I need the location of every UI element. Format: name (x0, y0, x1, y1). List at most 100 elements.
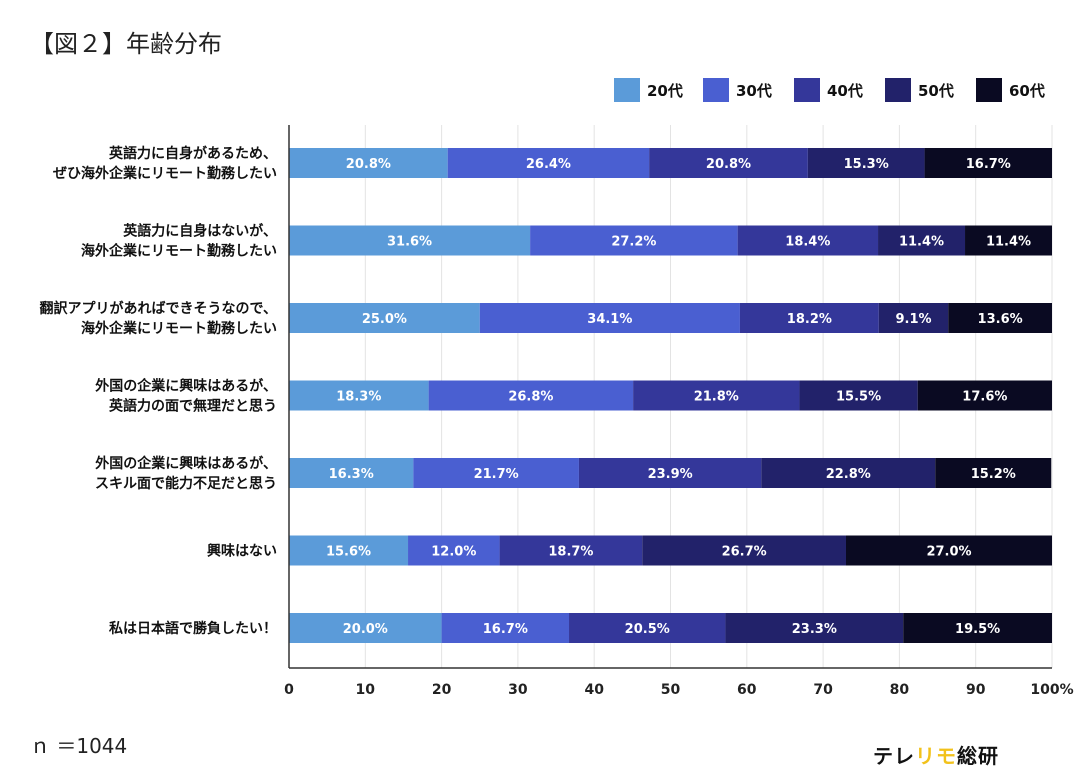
bar-segment (408, 535, 500, 566)
bar-value-label: 26.8% (508, 390, 553, 405)
x-tick-label: 50 (661, 682, 681, 698)
bar-value-label: 15.5% (836, 390, 881, 405)
category-label: 英語力に自身があるため、 (108, 145, 277, 162)
bar-segment (289, 148, 448, 178)
brand-part-1: テレ (873, 744, 915, 768)
bar-value-label: 18.4% (785, 235, 830, 250)
bar-segment (924, 148, 1052, 178)
bar-segment (447, 148, 650, 178)
bar-value-label: 18.3% (336, 390, 381, 405)
bar-segment (289, 458, 414, 488)
bar-segment (530, 225, 738, 256)
bar-value-label: 12.0% (431, 545, 476, 560)
x-tick-label: 0 (284, 682, 294, 698)
bar-value-label: 22.8% (826, 467, 871, 482)
brand-logo: テレリモ総研 (873, 740, 999, 769)
legend-label: 50代 (918, 82, 954, 100)
bar-segment (578, 458, 762, 488)
category-label: 翻訳アプリがあればできそうなので、 (40, 300, 277, 317)
bar-segment (289, 380, 429, 411)
bar-value-label: 18.7% (548, 545, 593, 560)
bar-value-label: 26.7% (722, 545, 767, 560)
bar-segment (413, 458, 579, 488)
bar-value-label: 31.6% (387, 235, 432, 250)
bar-value-label: 34.1% (587, 312, 632, 327)
bar-segment (807, 148, 925, 178)
bar-segment (649, 148, 808, 178)
bar-value-label: 17.6% (962, 390, 1007, 405)
bar-value-label: 27.0% (926, 545, 971, 560)
bars: 20.8% 26.4% 20.8% 15.3% 16.7% 31.6% 27.2% 18.4%… (289, 148, 1052, 643)
bar-value-label: 11.4% (899, 235, 944, 250)
legend-swatch (976, 78, 1002, 102)
bar-value-label: 11.4% (986, 235, 1031, 250)
bar-value-label: 26.4% (526, 157, 571, 172)
brand-part-2: リモ (915, 744, 957, 768)
bar-segment (289, 225, 531, 256)
bar-segment (289, 303, 480, 333)
legend-label: 40代 (827, 82, 863, 100)
category-label: 海外企業にリモート勤務したい (81, 243, 277, 260)
legend: 20代 30代 40代 50代 60代 (614, 78, 1045, 102)
x-tick-label: 100% (1030, 682, 1073, 698)
x-tick-label: 70 (813, 682, 833, 698)
legend-swatch (703, 78, 729, 102)
x-tick-label: 30 (508, 682, 528, 698)
bar-segment (903, 613, 1052, 643)
bar-value-label: 25.0% (362, 312, 407, 327)
axes: 0 10 20 30 40 50 60 70 80 90 100% (284, 125, 1074, 698)
category-labels: 英語力に自身があるため、ぜひ海外企業にリモート勤務したい英語力に自身はないが、海… (40, 145, 277, 637)
category-label: スキル面で能力不足だと思う (95, 475, 277, 492)
bar-segment (917, 380, 1052, 411)
bar-segment (737, 225, 879, 256)
bar-segment (965, 225, 1052, 256)
bar-value-label: 18.2% (787, 312, 832, 327)
legend-swatch (794, 78, 820, 102)
bar-value-label: 20.0% (343, 622, 388, 637)
bar-value-label: 16.3% (329, 467, 374, 482)
bar-segment (878, 303, 949, 333)
bar-value-label: 21.7% (474, 467, 519, 482)
bar-segment (289, 535, 409, 566)
legend-label: 30代 (736, 82, 772, 100)
legend-label: 60代 (1009, 82, 1045, 100)
bar-segment (479, 303, 740, 333)
bar-segment (799, 380, 918, 411)
bar-segment (739, 303, 879, 333)
bar-value-label: 15.6% (326, 545, 371, 560)
bar-value-label: 19.5% (955, 622, 1000, 637)
category-label: 興味はない (207, 544, 277, 560)
bar-value-label: 16.7% (483, 622, 528, 637)
legend-label: 20代 (647, 82, 683, 100)
bar-segment (428, 380, 634, 411)
legend-swatch (885, 78, 911, 102)
bar-segment (725, 613, 904, 643)
bar-segment (761, 458, 936, 488)
category-label: 外国の企業に興味はあるが、 (95, 455, 277, 472)
x-tick-label: 80 (890, 682, 910, 698)
legend-swatch (614, 78, 640, 102)
x-tick-label: 20 (432, 682, 452, 698)
category-label: 英語力の面で無理だと思う (108, 398, 277, 415)
bar-value-label: 27.2% (611, 235, 656, 250)
bar-segment (569, 613, 726, 643)
bar-value-label: 9.1% (895, 312, 931, 327)
bar-segment (441, 613, 570, 643)
bar-value-label: 21.8% (694, 390, 739, 405)
bar-segment (878, 225, 966, 256)
x-tick-label: 40 (584, 682, 604, 698)
bar-segment (289, 613, 442, 643)
bar-value-label: 23.9% (648, 467, 693, 482)
x-tick-label: 10 (356, 682, 376, 698)
bar-value-label: 20.5% (625, 622, 670, 637)
bar-segment (642, 535, 846, 566)
x-tick-label: 60 (737, 682, 757, 698)
category-label: 英語力に自身はないが、 (122, 223, 277, 240)
category-label: ぜひ海外企業にリモート勤務したい (53, 165, 277, 182)
bar-value-label: 13.6% (978, 312, 1023, 327)
bar-value-label: 20.8% (346, 157, 391, 172)
bar-value-label: 15.2% (971, 467, 1016, 482)
brand-part-3: 総研 (957, 744, 999, 768)
sample-size-note: ｎ ＝1044 (30, 734, 128, 758)
